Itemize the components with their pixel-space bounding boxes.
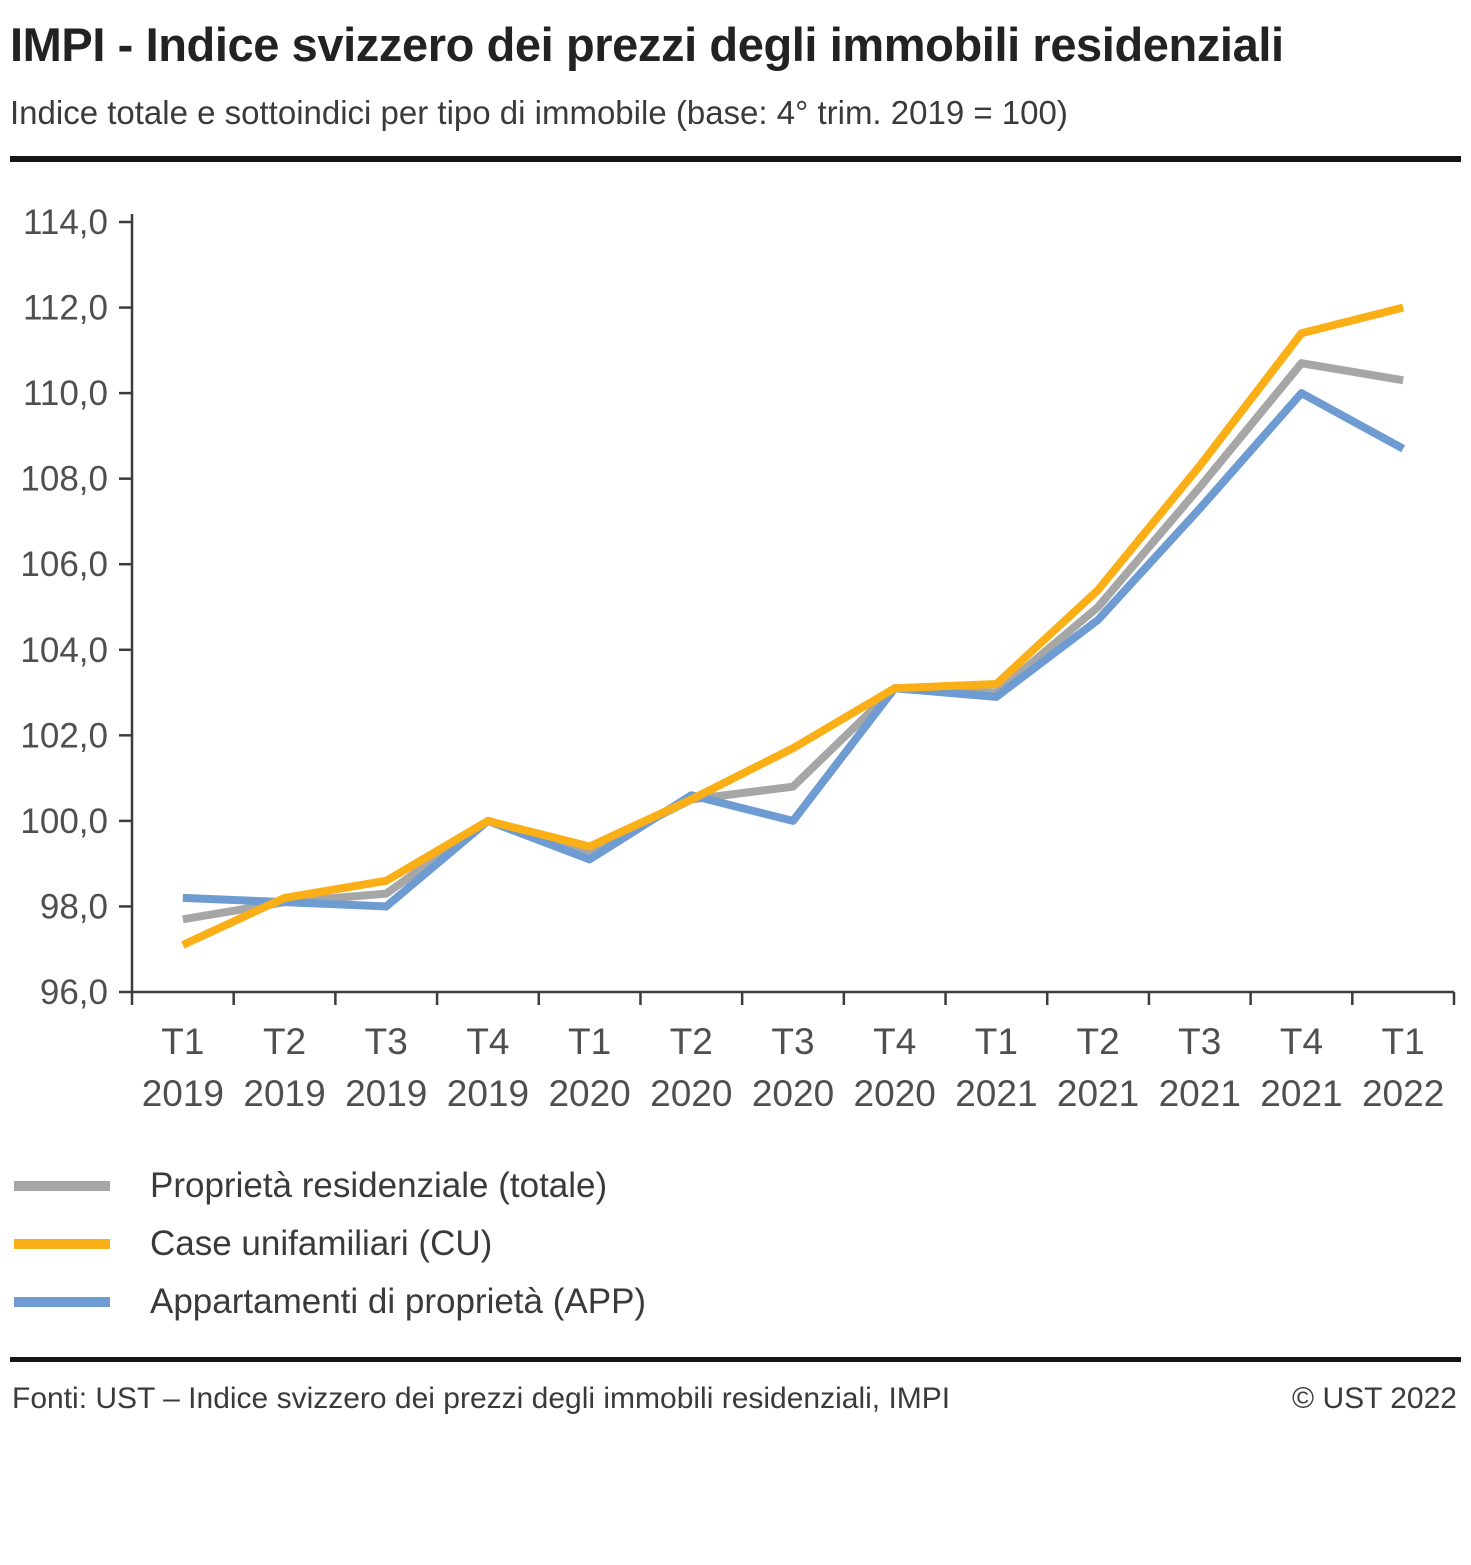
footer-copyright: © UST 2022 — [1292, 1382, 1457, 1416]
footer-source: Fonti: UST – Indice svizzero dei prezzi … — [12, 1382, 951, 1416]
legend-label-cu: Case unifamiliari (CU) — [150, 1224, 493, 1264]
footer: Fonti: UST – Indice svizzero dei prezzi … — [10, 1362, 1461, 1416]
legend-swatch-app — [14, 1297, 110, 1308]
legend-label-app: Appartamenti di proprietà (APP) — [150, 1282, 647, 1322]
bottom-divider — [10, 1357, 1461, 1363]
svg-text:98,0: 98,0 — [40, 888, 108, 927]
svg-text:108,0: 108,0 — [20, 460, 108, 499]
svg-text:102,0: 102,0 — [20, 717, 108, 756]
svg-text:110,0: 110,0 — [23, 374, 108, 413]
line-chart: 96,0 98,0 100,0 102,0 104,0 106,0 108,0 110,0 11… — [20, 203, 1456, 1114]
legend-item-app: Appartamenti di proprietà (APP) — [14, 1273, 1461, 1331]
svg-text:96,0: 96,0 — [40, 973, 108, 1012]
legend-item-cu: Case unifamiliari (CU) — [14, 1215, 1461, 1273]
legend-swatch-totale — [14, 1181, 110, 1192]
svg-text:112,0: 112,0 — [23, 289, 108, 328]
legend-item-totale: Proprietà residenziale (totale) — [14, 1157, 1461, 1215]
page-subtitle: Indice totale e sottoindici per tipo di … — [10, 94, 1068, 132]
chart-legend: Proprietà residenziale (totale) Case uni… — [14, 1157, 1461, 1331]
svg-text:106,0: 106,0 — [20, 545, 108, 584]
svg-text:100,0: 100,0 — [20, 802, 108, 841]
legend-label-totale: Proprietà residenziale (totale) — [150, 1166, 608, 1206]
chart-area: 96,0 98,0 100,0 102,0 104,0 106,0 108,0 110,0 11… — [10, 170, 1461, 1123]
svg-text:104,0: 104,0 — [20, 631, 108, 670]
top-divider — [10, 156, 1461, 163]
legend-swatch-cu — [14, 1239, 110, 1250]
svg-text:114,0: 114,0 — [23, 203, 108, 242]
page-title: IMPI - Indice svizzero dei prezzi degli … — [10, 18, 1284, 71]
